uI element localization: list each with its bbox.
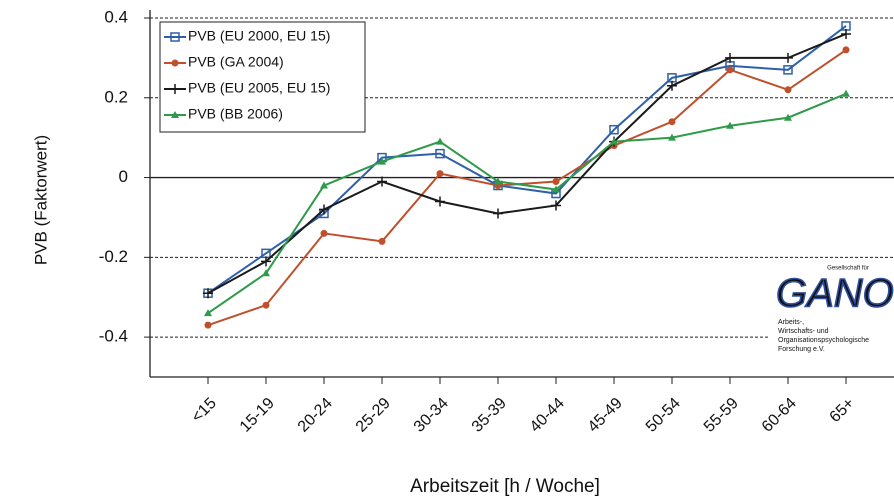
x-tick-label: 60-64 (759, 395, 800, 436)
marker (262, 301, 270, 309)
y-axis-label: PVB (Faktorwert) (31, 135, 50, 265)
marker (204, 309, 212, 317)
y-tick-label: 0 (119, 167, 128, 186)
marker (842, 46, 850, 54)
marker (841, 28, 851, 39)
series-line (207, 33, 847, 295)
marker (726, 121, 734, 129)
legend-marker (171, 111, 179, 118)
marker (783, 65, 793, 75)
marker (725, 52, 735, 63)
x-tick-label: 30-34 (411, 395, 452, 436)
marker (436, 170, 444, 178)
marker (436, 137, 444, 145)
marker (668, 118, 676, 126)
y-tick-label: 0.4 (104, 7, 128, 26)
legend-box (159, 21, 366, 133)
marker (609, 124, 619, 135)
series-line (207, 92, 847, 315)
legend-marker (171, 59, 179, 67)
logo-line: Wirtschafts- und (778, 328, 829, 335)
marker (668, 133, 676, 141)
logo-line: Forschung e.V. (778, 346, 825, 353)
x-tick-label: 65+ (827, 395, 858, 426)
legend-label: PVB (BB 2006) (188, 106, 283, 122)
marker (552, 185, 560, 193)
x-tick-label: 20-24 (295, 395, 336, 436)
logo-top: Gesellschaft für (827, 266, 869, 272)
x-tick-label: 35-39 (469, 395, 510, 436)
y-tick-label: 0.2 (104, 87, 128, 106)
marker (261, 256, 271, 267)
marker (262, 269, 270, 277)
marker (726, 66, 734, 74)
legend-marker (170, 32, 180, 42)
y-tick-label: -0.4 (99, 327, 128, 346)
x-tick-label: 45-49 (585, 395, 626, 436)
marker (377, 176, 387, 187)
logo-line: Arbeits-, (778, 319, 804, 326)
marker (320, 229, 328, 237)
logo-bg (768, 262, 894, 360)
marker (493, 208, 503, 219)
x-tick-label: 25-29 (353, 395, 394, 436)
marker (378, 157, 386, 165)
x-tick-label: <15 (189, 395, 220, 426)
marker (783, 52, 793, 63)
x-tick-label: 55-59 (701, 395, 742, 436)
x-tick-label: 15-19 (237, 395, 278, 436)
x-axis-label: Arbeitszeit [h / Woche] (410, 476, 600, 497)
marker (204, 321, 212, 329)
marker (435, 148, 445, 159)
marker (667, 80, 677, 91)
marker (320, 181, 328, 189)
y-tick-label: -0.2 (99, 247, 128, 266)
marker (842, 89, 850, 97)
x-tick-label: 40-44 (527, 395, 568, 436)
legend-label: PVB (EU 2000, EU 15) (188, 28, 330, 44)
series-line (207, 25, 847, 295)
marker (610, 137, 618, 145)
logo-name: GANO (776, 272, 894, 316)
series-line (207, 49, 847, 327)
legend-label: PVB (GA 2004) (188, 54, 284, 70)
marker (203, 288, 213, 299)
marker (435, 196, 445, 207)
x-tick-label: 50-54 (643, 395, 684, 436)
legend-label: PVB (EU 2005, EU 15) (188, 80, 330, 96)
marker (552, 178, 560, 186)
marker (551, 200, 561, 211)
marker (378, 237, 386, 245)
marker (494, 177, 502, 185)
legend-marker (170, 84, 180, 94)
marker (319, 204, 329, 215)
marker (784, 113, 792, 121)
logo-line: Organisationspsychologische (778, 337, 869, 344)
marker (784, 86, 792, 94)
